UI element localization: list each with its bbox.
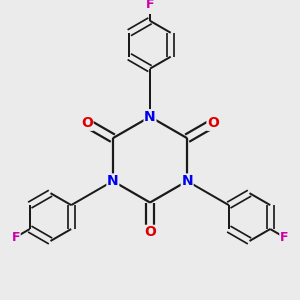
Text: F: F [146, 0, 154, 11]
Text: N: N [144, 110, 156, 124]
Text: F: F [280, 231, 288, 244]
Text: F: F [12, 231, 20, 244]
Text: N: N [107, 174, 119, 188]
Text: O: O [144, 225, 156, 239]
Text: N: N [181, 174, 193, 188]
Text: O: O [81, 116, 93, 130]
Text: O: O [207, 116, 219, 130]
